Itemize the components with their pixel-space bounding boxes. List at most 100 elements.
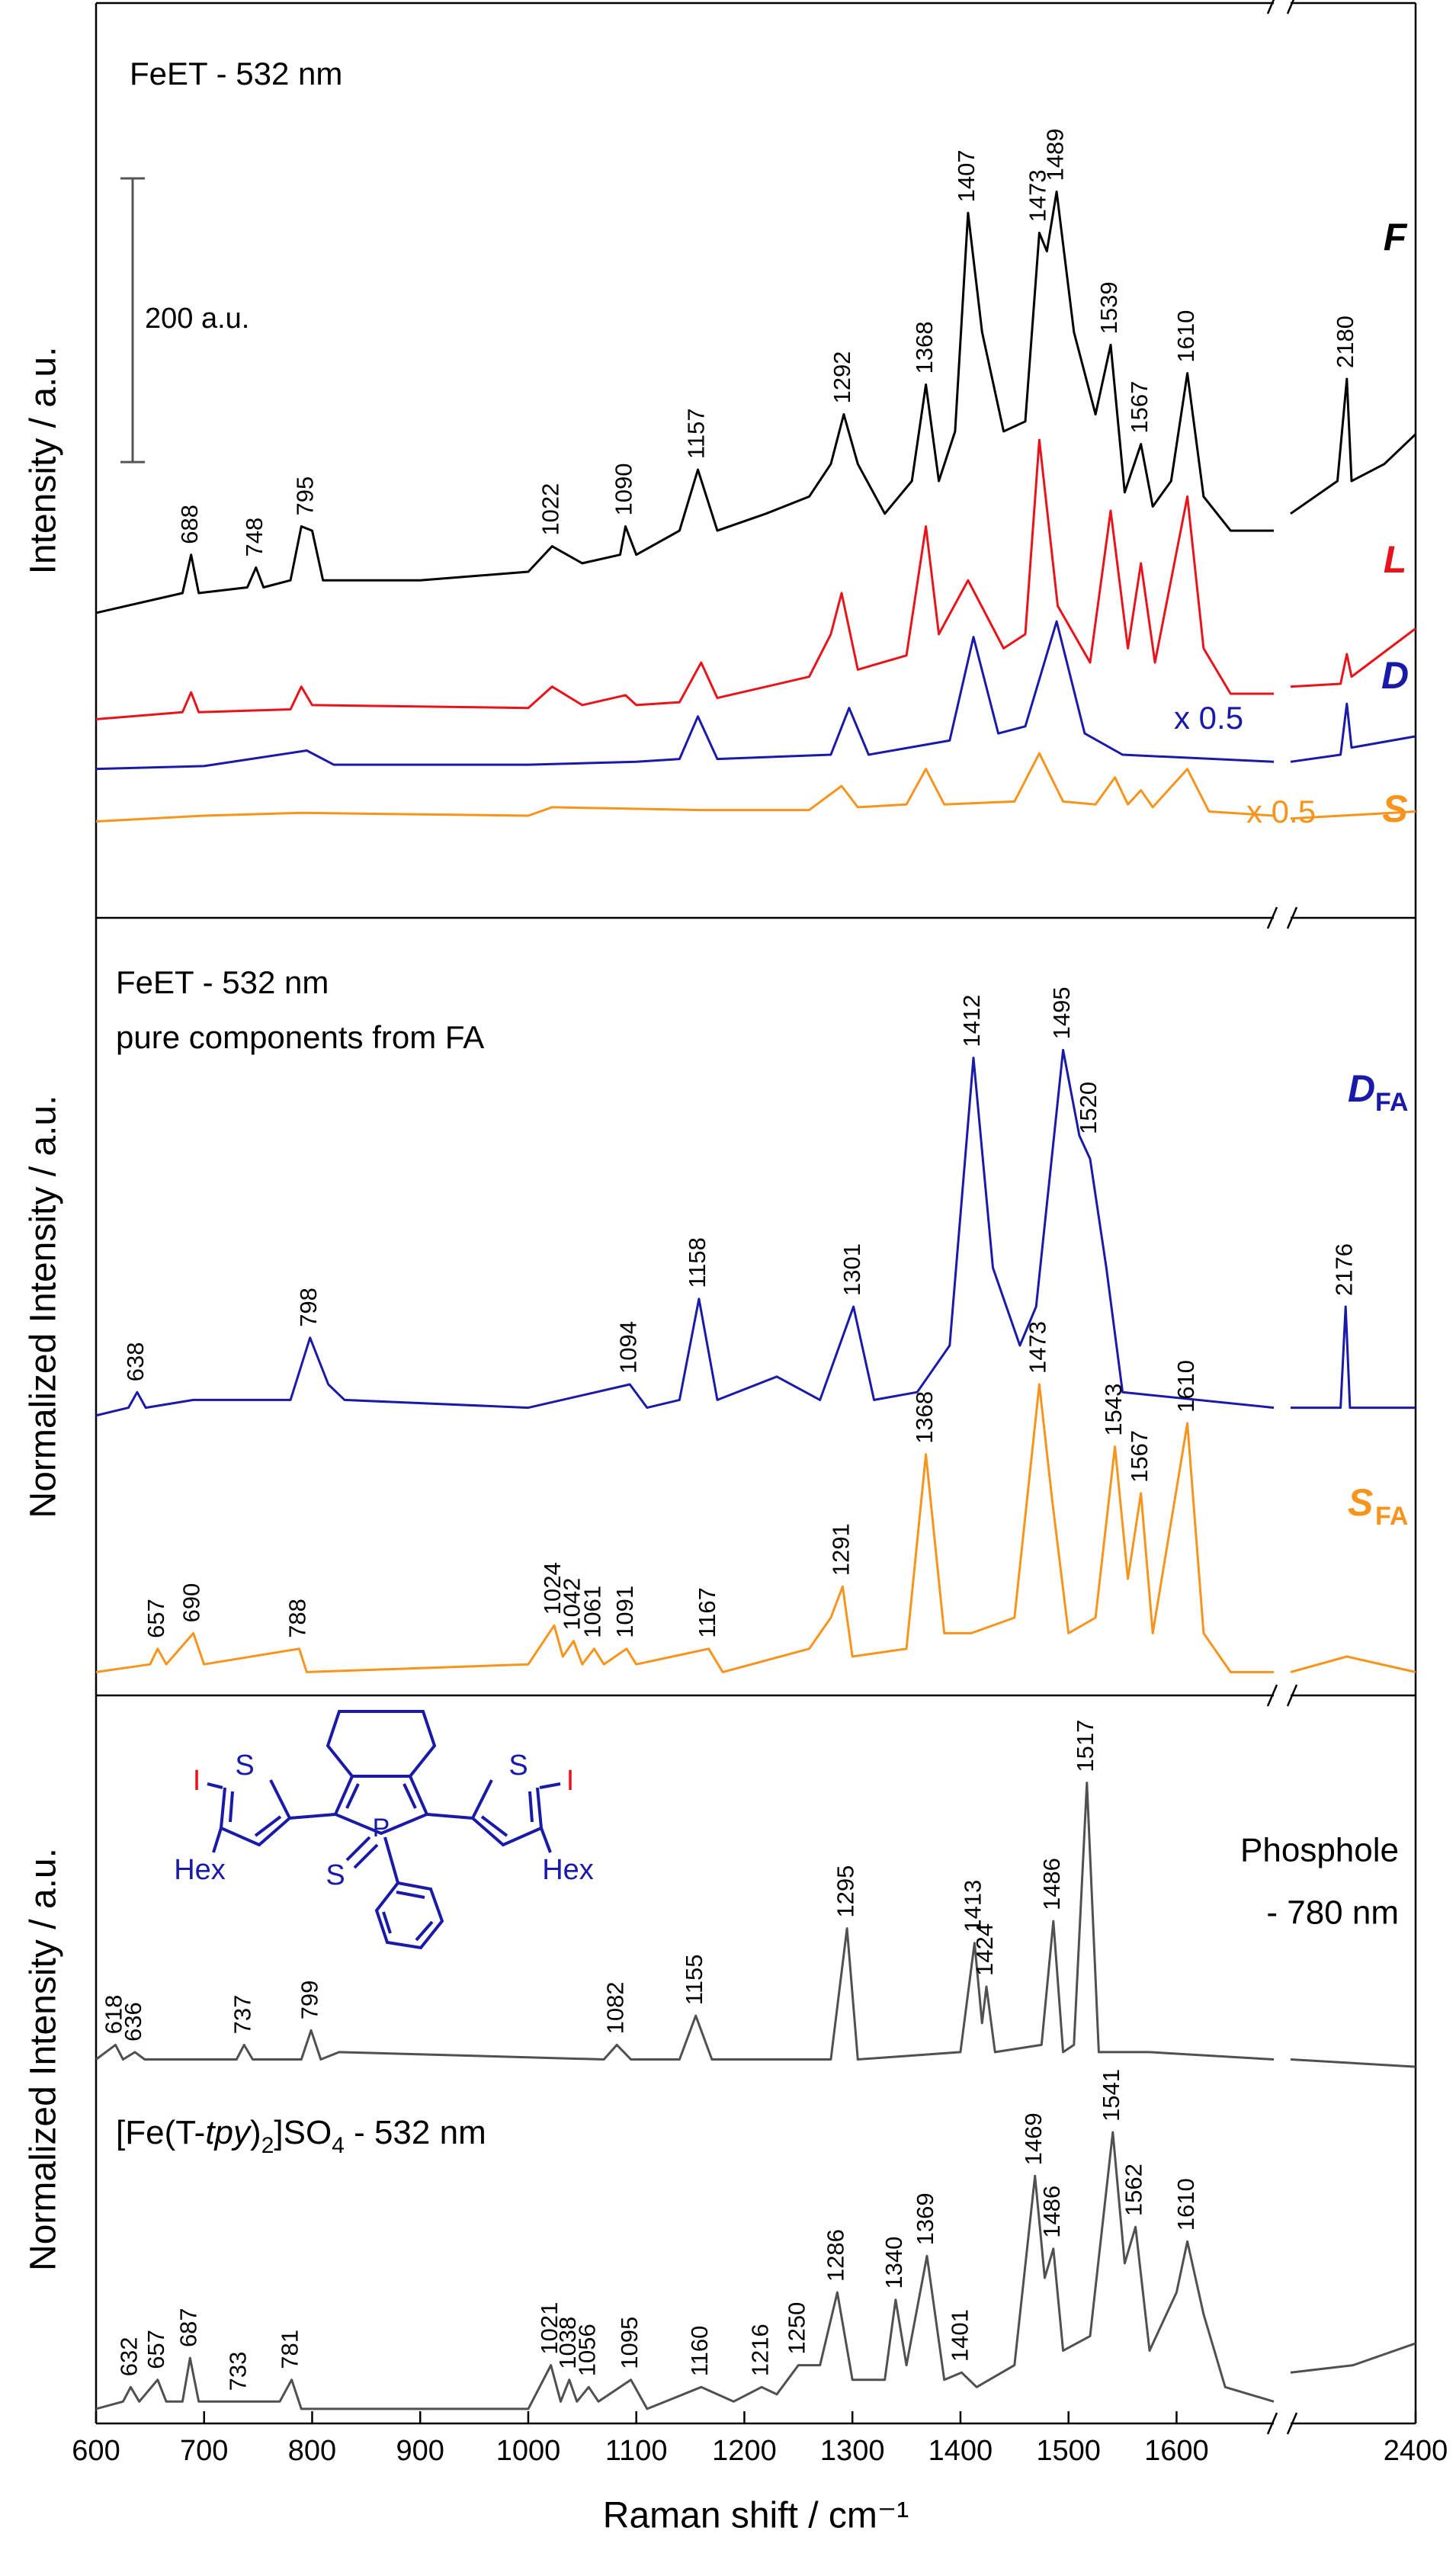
peak-label: 788 (284, 1599, 311, 1638)
series-label: L (1384, 538, 1407, 581)
bond (539, 1782, 561, 1789)
x-tick-label: 900 (396, 2435, 444, 2467)
atom-label: I (193, 1765, 201, 1797)
peak-label: 798 (295, 1288, 322, 1327)
spectrum-line (1290, 377, 1417, 515)
x-tick-label: 1000 (496, 2435, 561, 2467)
panel-subtitle: pure components from FA (116, 1019, 484, 1055)
spectrum-line (1290, 702, 1416, 763)
spectrum-line (95, 620, 1275, 771)
peak-label: 1094 (614, 1321, 641, 1374)
thiophene (219, 1779, 292, 1847)
peak-label: 1295 (832, 1865, 858, 1918)
peak-label: 1562 (1121, 2163, 1147, 2216)
structure: S S S P I I Hex Hex (174, 1710, 594, 1950)
series-label: S (1382, 787, 1407, 830)
peak-label: 1082 (601, 1981, 628, 2034)
bond (383, 1836, 399, 1884)
spectrum-line (1290, 1655, 1416, 1673)
peak-label: 733 (225, 2352, 252, 2391)
series-label: S (1348, 1481, 1373, 1524)
double-bond (528, 1791, 534, 1823)
peak-label: 1413 (960, 1880, 986, 1933)
peak-label: 1090 (611, 463, 637, 516)
peak-label: 795 (292, 476, 319, 516)
spectrum-line (1290, 627, 1416, 688)
peak-label: 1610 (1172, 310, 1199, 363)
peak-label: 1022 (537, 483, 563, 536)
series-annotation: x 0.5 (1246, 794, 1316, 829)
series-label-part: 2 (261, 2133, 274, 2158)
peak-label: 1024 (539, 1562, 566, 1615)
series-label-part: - 532 nm (345, 2114, 486, 2151)
peak-label: 1567 (1126, 1430, 1153, 1483)
peak-label: 1368 (911, 1391, 938, 1444)
x-axis-label: Raman shift / cm⁻¹ (603, 2496, 909, 2536)
axis-break (1286, 906, 1298, 929)
spectrum-line (95, 752, 1275, 823)
peak-label: 1155 (681, 1955, 707, 2006)
atom-label: S (235, 1750, 254, 1782)
thiophene (470, 1779, 544, 1847)
x-tick-label: 800 (288, 2435, 336, 2467)
peak-label: 1038 (554, 2317, 581, 2369)
double-bond (345, 1836, 371, 1862)
atom-label: I (566, 1765, 575, 1797)
peak-label: 1095 (616, 2317, 643, 2369)
x-tick-label: 1600 (1144, 2435, 1209, 2467)
double-bond (229, 1791, 234, 1823)
peak-label: 1489 (1041, 128, 1068, 181)
peak-label: 737 (229, 1995, 255, 2035)
bond (540, 1827, 552, 1853)
peak-label: 1291 (828, 1523, 855, 1576)
atom-label: Hex (174, 1854, 226, 1886)
x-tick-label: 1500 (1036, 2435, 1101, 2467)
peak-label: 1368 (911, 321, 938, 374)
peak-label: 1369 (912, 2192, 938, 2245)
peak-label: 1340 (880, 2237, 907, 2289)
peak-label: 1216 (746, 2324, 773, 2376)
series-label-part: ) (250, 2114, 261, 2151)
peak-label: 1401 (947, 2309, 973, 2362)
bond (426, 1813, 473, 1820)
series-label-subscript: FA (1375, 1088, 1408, 1117)
peak-label: 1473 (1025, 169, 1051, 222)
spectrum-line (1290, 2342, 1416, 2374)
double-bond (254, 1815, 282, 1837)
peak-label: 690 (178, 1583, 205, 1623)
peak-label: 688 (176, 505, 203, 544)
x-tick-label: 600 (72, 2435, 120, 2467)
series-annotation: x 0.5 (1174, 700, 1243, 736)
peak-label: 632 (116, 2337, 143, 2377)
double-bond (382, 1911, 392, 1934)
phenyl (374, 1881, 444, 1950)
axis-break (1266, 1684, 1278, 1707)
peak-label: 1541 (1098, 2069, 1124, 2122)
phosphole-ring (333, 1775, 429, 1836)
double-bond (353, 1843, 379, 1869)
peak-label: 1539 (1095, 281, 1122, 334)
peak-label: 687 (175, 2308, 202, 2347)
peak-label: 1486 (1038, 1858, 1065, 1910)
peak-label: 1056 (574, 2324, 601, 2376)
x-tick-label: 1100 (605, 2435, 668, 2467)
peak-label: 1158 (684, 1237, 710, 1288)
peak-label: 748 (241, 518, 268, 557)
peak-label: 781 (277, 2330, 303, 2369)
spectrum-line (95, 190, 1274, 614)
double-bond (345, 1783, 360, 1809)
axis-break (1266, 2412, 1278, 2435)
peak-label: 1250 (784, 2302, 810, 2355)
peak-label: 2180 (1332, 316, 1358, 368)
double-bond (480, 1815, 508, 1837)
series-label-part: ]SO (274, 2114, 332, 2151)
peak-label: 1167 (694, 1587, 720, 1638)
peak-label: 638 (122, 1342, 149, 1381)
scale-bar (120, 177, 145, 463)
peak-label: 1610 (1172, 2178, 1199, 2231)
x-tick-label: 1300 (820, 2435, 885, 2467)
x-tick-label: 700 (180, 2435, 228, 2467)
panel-title: FeET - 532 nm (130, 56, 342, 91)
axis-break (1286, 0, 1295, 14)
series-label-part: 4 (332, 2133, 345, 2158)
